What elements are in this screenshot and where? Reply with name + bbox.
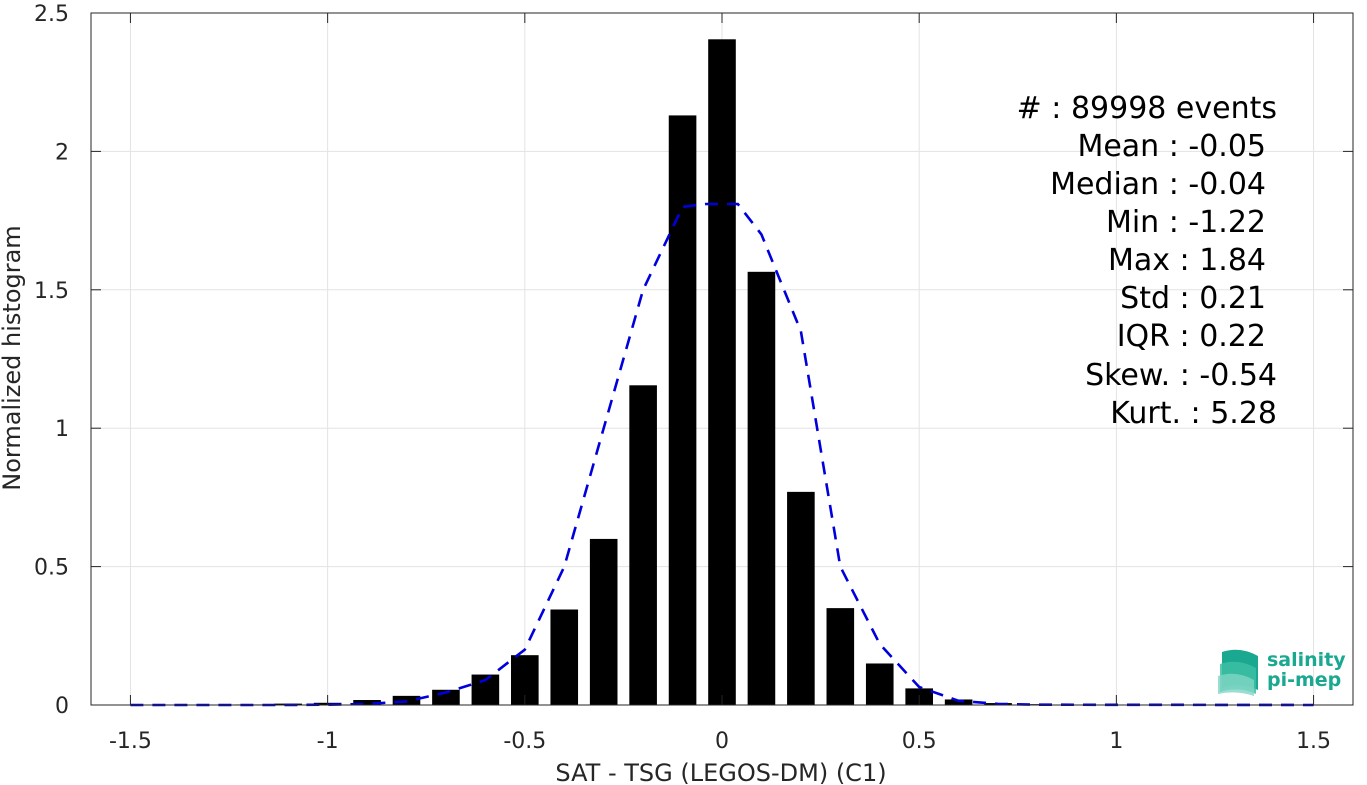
- x-tick-label: -0.5: [503, 729, 546, 754]
- x-tick-label: -1.5: [109, 729, 152, 754]
- y-axis-label: Normalized histogram: [0, 225, 26, 490]
- histogram-bars: [234, 39, 1091, 705]
- logo-line-1: salinity: [1267, 649, 1346, 671]
- y-tick-label: 1: [55, 417, 69, 442]
- y-tick-label: 0.5: [34, 556, 69, 581]
- histogram-bar: [589, 538, 618, 705]
- stat-kurt: Kurt. : 5.28: [1110, 396, 1277, 431]
- stat-skew: Skew. : -0.54: [1085, 358, 1277, 393]
- wave-icon: [1218, 649, 1258, 696]
- stat-median: Median : -0.04: [1050, 167, 1266, 202]
- axis-ticks: -1.5 -1 -0.5 0 0.5 1 1.5 0 0.5 1 1.5 2 2.5: [34, 2, 1353, 754]
- x-tick-label: 0: [715, 729, 729, 754]
- histogram-bar: [865, 663, 894, 705]
- x-axis-label: SAT - TSG (LEGOS-DM) (C1): [555, 759, 886, 785]
- stat-min: Min : -1.22: [1106, 205, 1266, 240]
- y-tick-label: 2: [55, 140, 69, 165]
- fit-curve-dashed: [130, 202, 1314, 707]
- x-tick-label: -1: [317, 729, 339, 754]
- stat-events: # : 89998 events: [1017, 91, 1277, 126]
- histogram-bar: [747, 271, 776, 705]
- stat-iqr: IQR : 0.22: [1117, 319, 1266, 354]
- histogram-bar: [826, 608, 855, 705]
- x-tick-label: 1: [1109, 729, 1123, 754]
- histogram-bar: [787, 491, 815, 705]
- histogram-bar: [550, 609, 579, 705]
- salinity-pimep-logo: salinity pi-mep: [1218, 649, 1346, 696]
- histogram-bar: [353, 700, 381, 705]
- histogram-bar: [629, 385, 657, 705]
- x-tick-label: 0.5: [902, 729, 937, 754]
- stats-panel: # : 89998 events Mean : -0.05 Median : -…: [1017, 91, 1277, 431]
- y-tick-label: 0: [55, 694, 69, 719]
- histogram-bar: [708, 39, 736, 705]
- histogram-bar: [944, 699, 973, 705]
- stat-max: Max : 1.84: [1108, 243, 1266, 278]
- y-tick-label: 1.5: [34, 279, 69, 304]
- x-tick-label: 1.5: [1296, 729, 1331, 754]
- logo-line-2: pi-mep: [1267, 669, 1341, 691]
- histogram-bar: [668, 115, 697, 705]
- stat-std: Std : 0.21: [1120, 281, 1266, 316]
- stat-mean: Mean : -0.05: [1077, 129, 1266, 164]
- y-tick-label: 2.5: [34, 2, 69, 27]
